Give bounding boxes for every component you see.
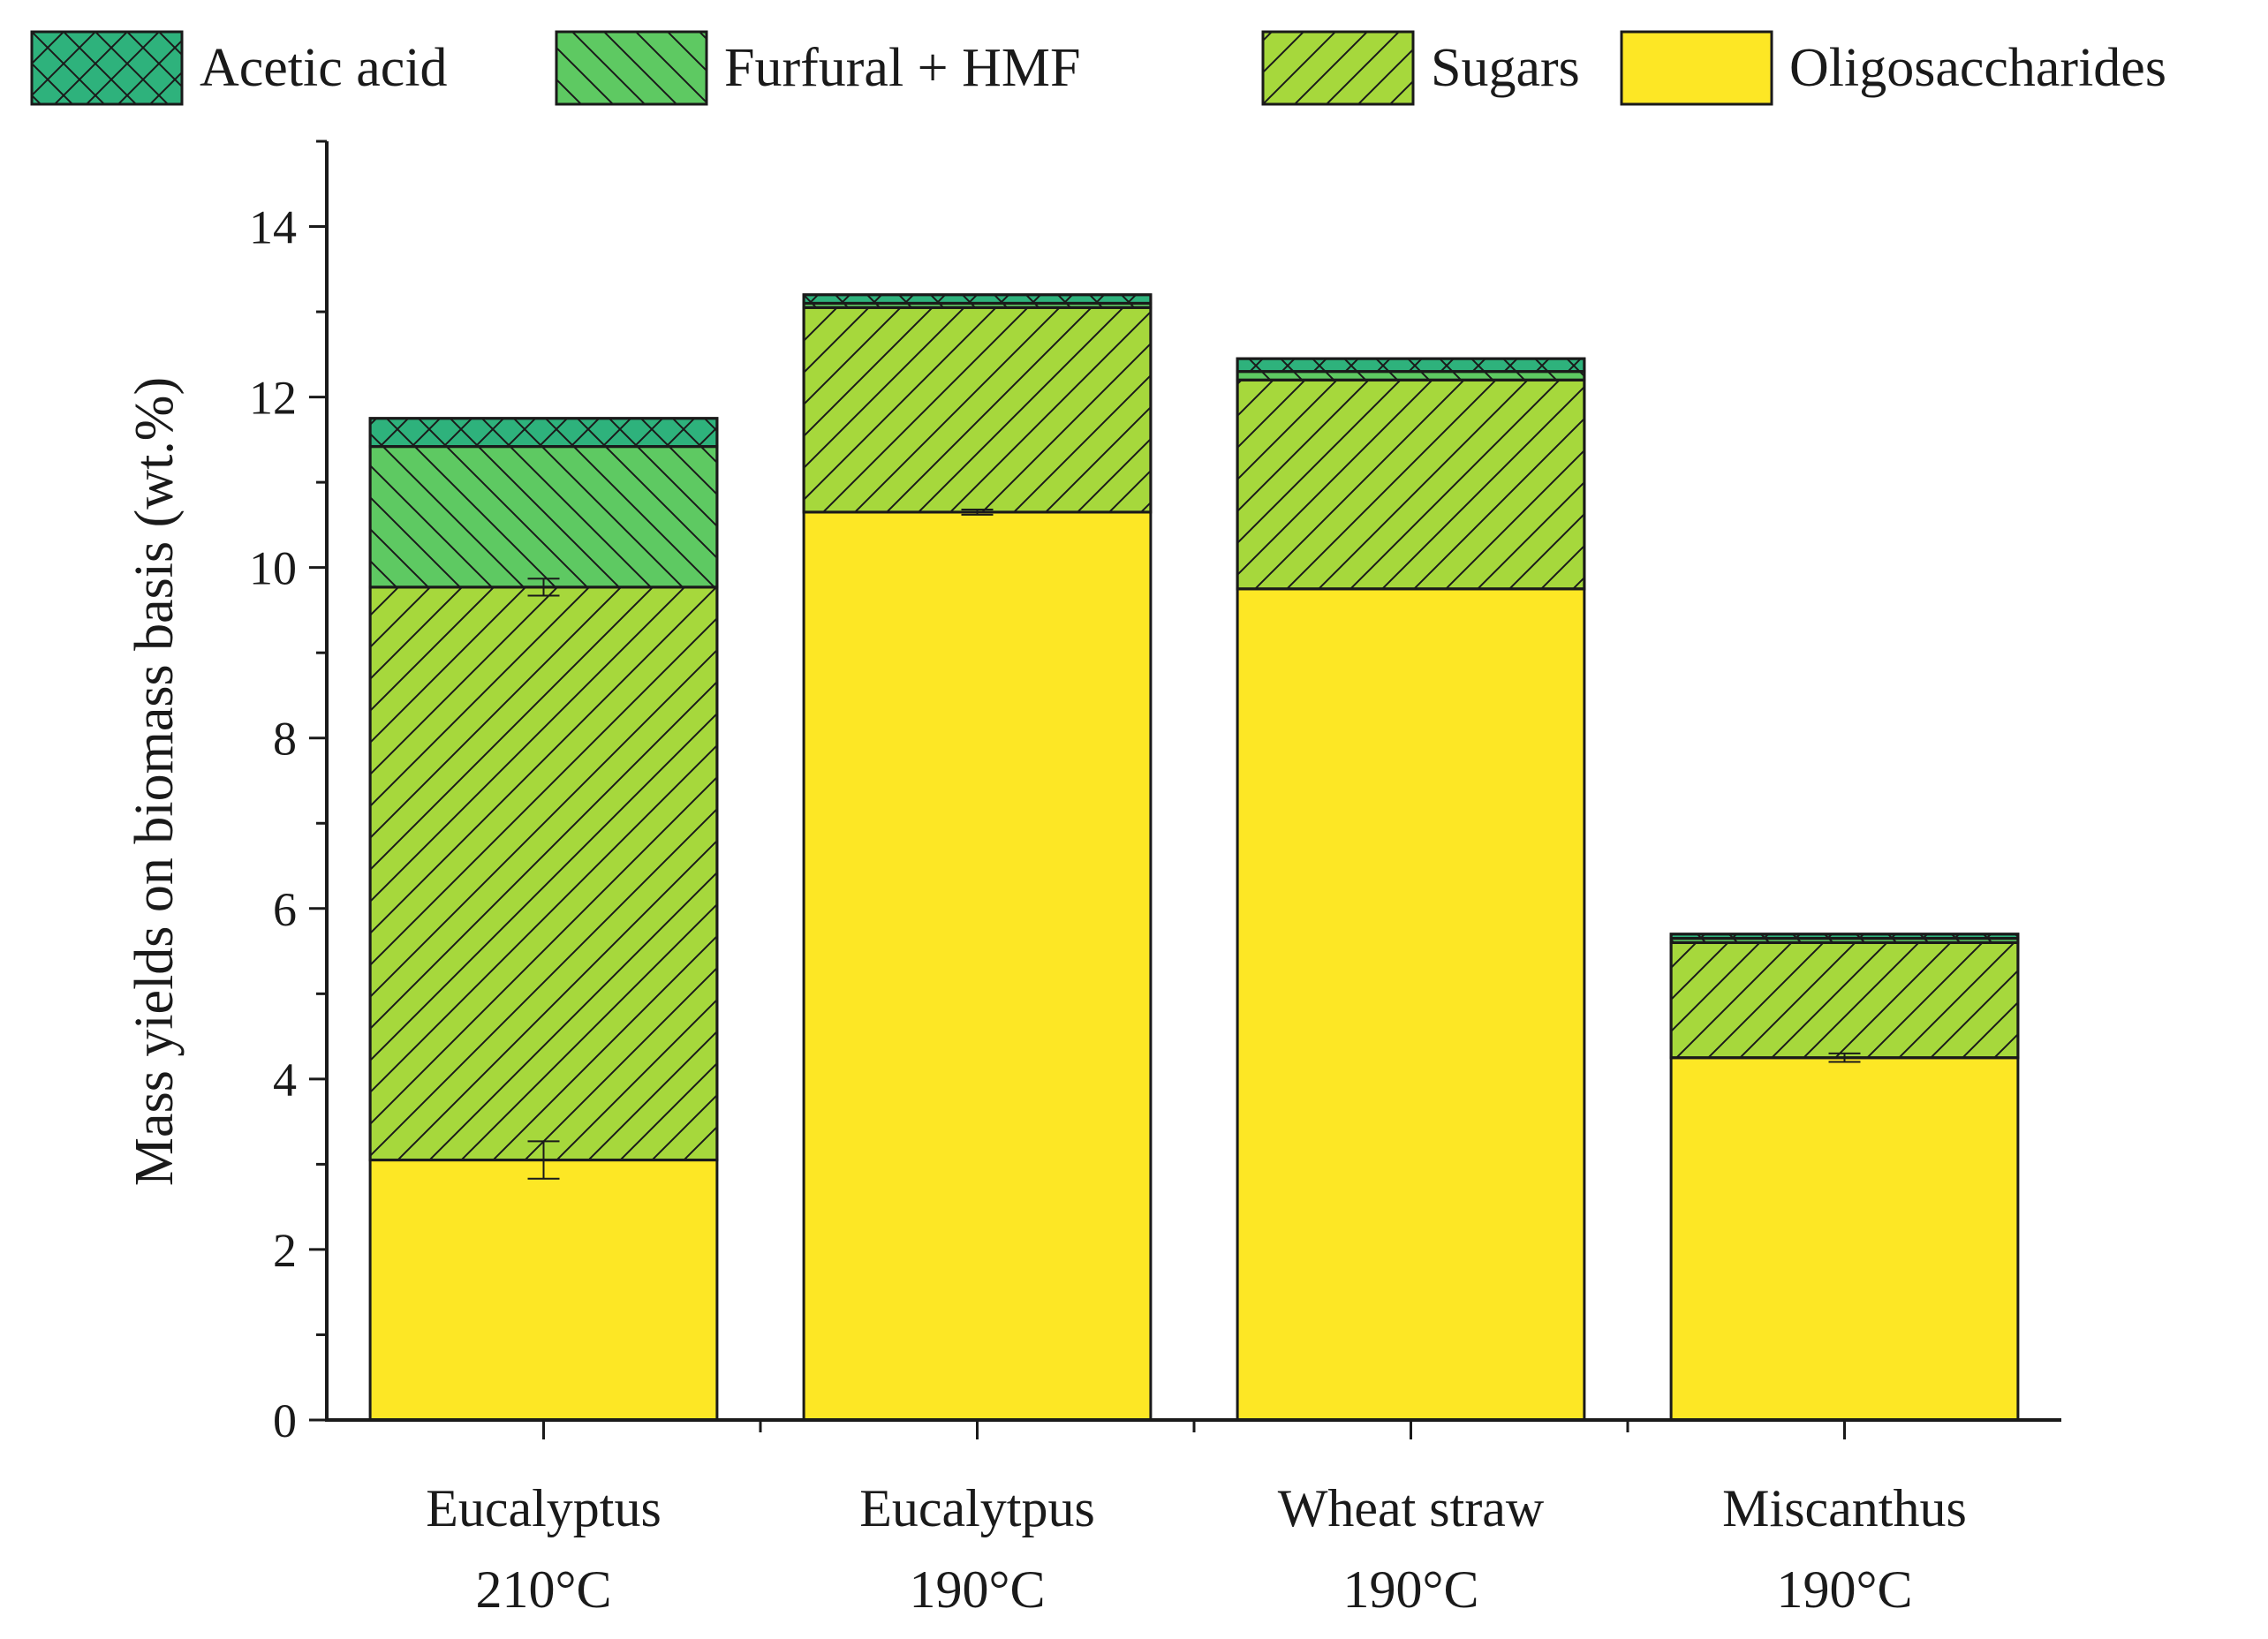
bar-acetic-acid-1-hatch xyxy=(368,417,719,449)
x-tick-label-1: Eucalyptus xyxy=(426,1479,662,1537)
y-tick-label-0: 0 xyxy=(273,1394,297,1447)
bar-sugars-4-hatch xyxy=(1669,940,2020,1060)
legend-label-furfural-hmf: Furfural + HMF xyxy=(724,38,1081,98)
bar-acetic-acid-4-hatch xyxy=(1669,933,2020,940)
bar-sugars-2-hatch xyxy=(802,306,1153,514)
bar-sugars-3-hatch xyxy=(1236,378,1586,591)
error-bar-oligosaccharides-4 xyxy=(1828,1052,1861,1063)
y-tick-label-2: 2 xyxy=(273,1224,297,1277)
x-tick-sublabel-1: 210°C xyxy=(475,1560,611,1619)
x-tick-label-3: Wheat straw xyxy=(1278,1479,1545,1537)
x-tick-label-2: Eucalytpus xyxy=(859,1479,1095,1537)
legend-swatch-hatch-acetic-acid xyxy=(30,30,184,106)
legend-label-sugars: Sugars xyxy=(1431,38,1580,98)
bar-acetic-acid-2-hatch xyxy=(802,293,1153,305)
error-bar-oligosaccharides-2 xyxy=(961,509,994,516)
bars-group xyxy=(368,293,2020,1422)
y-tick-label-12: 12 xyxy=(249,372,297,425)
bar-oligosaccharides-2 xyxy=(802,510,1153,1422)
error-bar-sugars-1 xyxy=(527,578,560,597)
legend-label-oligosaccharides: Oligosaccharides xyxy=(1789,38,2166,98)
x-tick-label-4: Miscanthus xyxy=(1722,1479,1967,1537)
bar-sugars-1-hatch xyxy=(368,585,719,1162)
y-tick-label-14: 14 xyxy=(249,201,297,254)
bar-oligosaccharides-3 xyxy=(1236,587,1586,1422)
legend-swatch-hatch-furfural-hmf xyxy=(555,30,708,106)
legend-swatch-hatch-sugars xyxy=(1261,30,1415,106)
bar-acetic-acid-3-hatch xyxy=(1236,357,1586,374)
bar-oligosaccharides-1 xyxy=(368,1159,719,1422)
y-tick-label-6: 6 xyxy=(273,883,297,936)
x-tick-sublabel-4: 190°C xyxy=(1776,1560,1912,1619)
y-ticks-group: 0 2 4 6 8 10 12 14 xyxy=(249,140,327,1447)
y-tick-label-8: 8 xyxy=(273,713,297,766)
chart-legend: Acetic acid Furfural + HMF Sugars Oligosacc… xyxy=(30,30,2166,106)
x-ticks-group: Eucalyptus 210°C Eucalytpus 190°C Wheat stra… xyxy=(426,1420,1967,1619)
error-bars-group xyxy=(527,509,1861,1180)
bar-furfural-hmf-1-hatch xyxy=(368,445,719,589)
y-tick-label-10: 10 xyxy=(249,542,297,595)
bar-oligosaccharides-4 xyxy=(1669,1056,2020,1422)
legend-label-acetic-acid: Acetic acid xyxy=(200,38,448,98)
error-bar-oligosaccharides-1 xyxy=(527,1140,560,1180)
y-tick-label-4: 4 xyxy=(273,1054,297,1107)
y-axis-label: Mass yields on biomass basis (wt.%) xyxy=(125,377,185,1186)
x-tick-sublabel-2: 190°C xyxy=(909,1560,1045,1619)
x-tick-sublabel-3: 190°C xyxy=(1342,1560,1478,1619)
legend-swatch-oligosaccharides xyxy=(1620,30,1773,106)
